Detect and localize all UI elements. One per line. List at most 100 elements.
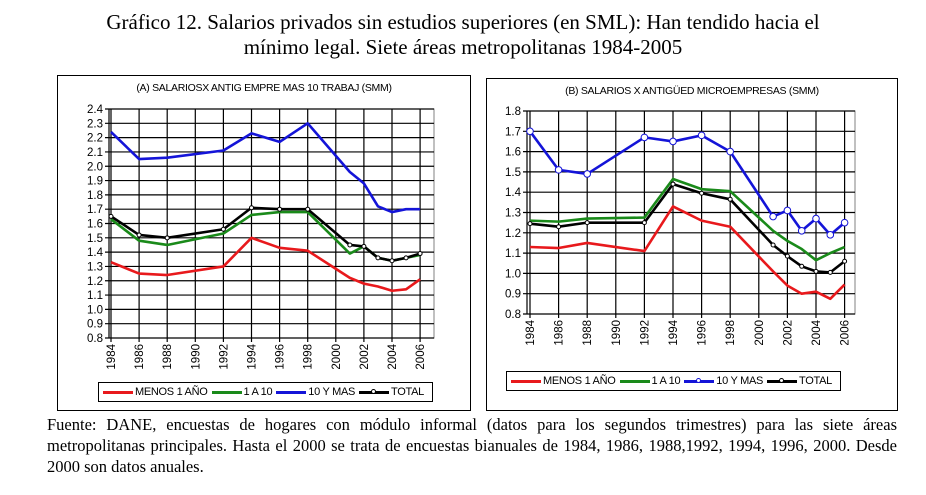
- chart-b-series-point-2: [769, 212, 777, 221]
- chart-b-series-point-3: [842, 258, 848, 264]
- chart-a-ytick-label: 1.0: [87, 304, 103, 316]
- chart-a-plot: 0.8 0.9 1.0 1.1 1.2 1.3 1.4 1.5 1.6 1.7 1.8 1.9 2.0 2…: [87, 104, 435, 370]
- chart-b-ytick-label: 0.8: [505, 309, 521, 321]
- chart-a-title: (A) SALARIOSX ANTIG EMPRE MAS 10 TRABAJ …: [136, 82, 392, 94]
- chart-b-series-point-2: [783, 206, 792, 215]
- chart-a-series-point-3: [277, 206, 283, 212]
- chart-a-legend-label: 10 Y MAS: [308, 386, 356, 398]
- chart-b-xtick-label: 1988: [582, 320, 594, 346]
- chart-b-legend-swatch: [511, 379, 541, 383]
- chart-a-xtick-label: 1986: [134, 344, 146, 370]
- chart-a-series-point-3: [249, 205, 254, 211]
- chart-a-series-point-3: [375, 255, 381, 261]
- chart-b-series-point-2: [826, 231, 835, 239]
- chart-a-panel: (A) SALARIOSX ANTIG EMPRE MAS 10 TRABAJ …: [57, 75, 471, 411]
- chart-a-xtick-label: 1994: [247, 343, 259, 369]
- chart-a-series-line-2: [110, 122, 421, 214]
- chart-a-ytick-label: 2.3: [87, 118, 103, 130]
- chart-a-series-point-3: [389, 258, 395, 264]
- chart-a-legend-marker: [371, 388, 377, 394]
- chart-a-series-point-3: [164, 235, 170, 241]
- chart-b-series-point-3: [770, 242, 776, 248]
- chart-b-legend: MENOS 1 AÑO 1 A 10 10 Y MAS TOTAL: [506, 371, 841, 391]
- chart-a-series-point-3: [347, 242, 353, 248]
- chart-b-xtick-label: 2002: [782, 320, 794, 346]
- chart-a-xtick-label: 2000: [331, 344, 343, 370]
- chart-a-ytick-label: 2.1: [87, 147, 103, 159]
- chart-a-ytick-label: 1.2: [87, 276, 103, 288]
- chart-a-legend-item: 1 A 10: [211, 386, 273, 398]
- chart-b-ytick-label: 1.1: [505, 248, 521, 260]
- chart-b-xtick-label: 1984: [525, 319, 537, 345]
- chart-b-legend-swatch: [619, 379, 650, 383]
- chart-a-ytick-label: 1.8: [87, 190, 103, 202]
- chart-b-xtick-label: 1986: [554, 320, 566, 346]
- chart-b-series-point-3: [827, 269, 833, 275]
- chart-b-ytick-label: 1.4: [505, 187, 522, 199]
- chart-a-legend-swatch: [276, 390, 307, 394]
- chart-b-legend-marker: [696, 377, 702, 383]
- chart-a-legend-item: 10 Y MAS: [276, 386, 355, 398]
- chart-a-legend-swatch: [359, 388, 390, 394]
- chart-b-legend-label: 1 A 10: [651, 375, 681, 387]
- chart-b-series-point-2: [526, 127, 534, 136]
- chart-a-ytick-label: 1.6: [87, 219, 103, 231]
- chart-a-series-point-3: [305, 206, 311, 212]
- chart-b-series-point-3: [641, 220, 647, 226]
- chart-b-xtick-label: 2000: [754, 320, 766, 346]
- source-note: Fuente: DANE, encuestas de hogares con m…: [47, 415, 897, 476]
- chart-a-legend-item: TOTAL: [359, 386, 424, 398]
- chart-b-plot: 0.8 0.9 1.0 1.1 1.2 1.3 1.4 1.5 1.6 1.7 1.8 1984 198…: [505, 106, 856, 346]
- chart-a-series-point-3: [136, 232, 142, 238]
- chart-b-legend-item: MENOS 1 AÑO: [511, 375, 616, 387]
- chart-b-legend-item: 1 A 10: [619, 375, 681, 387]
- chart-a-legend-label: 1 A 10: [243, 386, 273, 398]
- chart-a-series-point-3: [108, 213, 114, 219]
- chart-a-ytick-label: 2.0: [87, 161, 103, 173]
- chart-b-series-point-3: [727, 196, 733, 202]
- chart-b-legend-label: 10 Y MAS: [716, 375, 764, 387]
- chart-a-legend-label: MENOS 1 AÑO: [135, 386, 208, 398]
- chart-a-ytick-label: 0.9: [87, 319, 103, 331]
- chart-b-xtick-label: 1998: [725, 320, 737, 346]
- chart-b-title: (B) SALARIOS X ANTIGÜED MICROEMPRESAS (S…: [565, 85, 819, 97]
- chart-a-legend: MENOS 1 AÑO 1 A 10 10 Y MAS TOTAL: [98, 382, 433, 402]
- chart-a-xtick-label: 1998: [303, 344, 315, 370]
- chart-b-legend-marker: [779, 377, 785, 383]
- chart-a-series-line-0: [110, 236, 421, 293]
- chart-a-ytick-label: 1.1: [87, 290, 103, 302]
- chart-a-ytick-label: 1.5: [87, 233, 103, 245]
- chart-a-xtick-label: 1992: [218, 344, 230, 370]
- chart-b-series-line-0: [529, 205, 846, 301]
- chart-a-legend-item: MENOS 1 AÑO: [103, 386, 208, 398]
- figure-title-line2: mínimo legal. Siete áreas metropolitanas…: [243, 35, 683, 59]
- chart-a-ytick-label: 2.4: [87, 104, 104, 116]
- chart-b-series-point-3: [813, 268, 819, 274]
- chart-a-xtick-label: 2006: [415, 344, 427, 370]
- chart-b-ytick-label: 1.7: [505, 126, 521, 138]
- chart-b-legend-label: MENOS 1 AÑO: [543, 375, 616, 387]
- chart-b-series-point-3: [556, 224, 562, 230]
- chart-b-series-point-2: [812, 214, 820, 223]
- chart-a-ytick-label: 1.3: [87, 261, 103, 273]
- chart-b-xtick-label: 1990: [611, 320, 623, 346]
- chart-a-series-point-3: [220, 226, 226, 232]
- chart-b-xtick-label: 2004: [811, 319, 823, 345]
- chart-a-xtick-label: 1988: [162, 344, 174, 370]
- chart-b-ytick-label: 0.9: [505, 289, 521, 301]
- figure-title-line1: Gráfico 12. Salarios privados sin estudi…: [106, 10, 820, 34]
- chart-a-legend-label: TOTAL: [391, 386, 424, 398]
- chart-b-series-point-3: [799, 263, 805, 269]
- chart-a-series-point-3: [361, 243, 367, 249]
- chart-b-series-point-2: [583, 170, 591, 178]
- chart-b-ytick-label: 1.3: [505, 208, 521, 220]
- chart-a-xtick-label: 2004: [387, 343, 399, 369]
- chart-b-series-point-2: [554, 166, 563, 174]
- chart-b-xtick-label: 1994: [668, 319, 680, 345]
- chart-b-series-point-2: [669, 137, 677, 146]
- chart-b-legend-swatch: [684, 377, 715, 383]
- chart-b-legend-item: TOTAL: [767, 375, 832, 387]
- chart-a-ytick-label: 1.9: [87, 176, 103, 188]
- chart-b-ytick-label: 1.6: [505, 147, 521, 159]
- chart-b-series-point-3: [784, 253, 790, 259]
